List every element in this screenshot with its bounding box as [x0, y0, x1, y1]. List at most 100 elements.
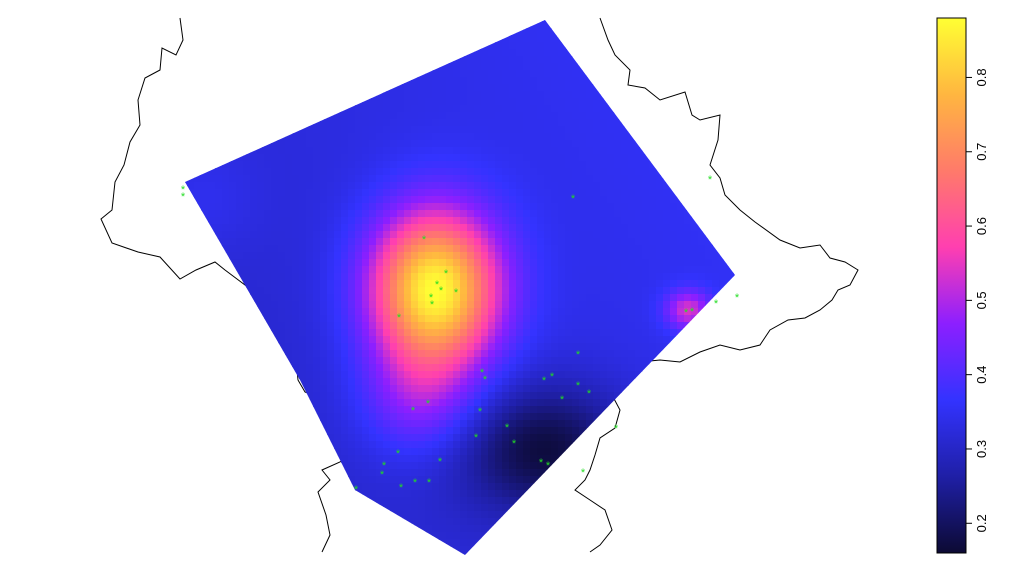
- heat-cell: [383, 63, 391, 71]
- heat-cell: [187, 105, 195, 113]
- heat-cell: [418, 77, 426, 85]
- heat-cell: [285, 385, 293, 393]
- heat-cell: [185, 385, 188, 393]
- heat-cell: [467, 371, 475, 379]
- heat-cell: [453, 357, 461, 365]
- heat-cell: [516, 35, 524, 43]
- heat-cell: [397, 385, 405, 393]
- heat-cell: [551, 364, 559, 372]
- heat-cell: [215, 378, 223, 386]
- heat-cell: [264, 420, 272, 428]
- heat-cell: [733, 259, 735, 267]
- heat-cell: [635, 70, 643, 78]
- heat-cell: [544, 238, 552, 246]
- heat-cell: [201, 280, 209, 288]
- heat-cell: [516, 119, 524, 127]
- heat-cell: [229, 21, 237, 29]
- heat-cell: [572, 231, 580, 239]
- heat-cell: [236, 105, 244, 113]
- heat-cell: [236, 399, 244, 407]
- heat-cell: [250, 20, 258, 22]
- heat-cell: [642, 56, 650, 64]
- heat-cell: [404, 259, 412, 267]
- heat-cell: [201, 224, 209, 232]
- heat-cell: [425, 84, 433, 92]
- heat-cell: [691, 56, 699, 64]
- heat-cell: [383, 371, 391, 379]
- heat-cell: [292, 203, 300, 211]
- heat-cell: [474, 441, 482, 449]
- heat-cell: [341, 245, 349, 253]
- heat-cell: [201, 105, 209, 113]
- heat-cell: [684, 168, 692, 176]
- heat-cell: [726, 21, 734, 29]
- heat-cell: [719, 49, 727, 57]
- heat-cell: [621, 287, 629, 295]
- heat-cell: [355, 112, 363, 120]
- heat-cell: [544, 63, 552, 71]
- heat-cell: [705, 84, 713, 92]
- heat-cell: [698, 231, 706, 239]
- heat-cell: [621, 252, 629, 260]
- heat-cell: [383, 441, 391, 449]
- heat-cell: [509, 20, 517, 22]
- heat-cell: [243, 140, 251, 148]
- heat-cell: [362, 448, 370, 456]
- heat-cell: [299, 231, 307, 239]
- heat-cell: [299, 91, 307, 99]
- heat-cell: [684, 301, 692, 309]
- heat-cell: [257, 49, 265, 57]
- heat-cell: [726, 392, 734, 400]
- heat-cell: [579, 392, 587, 400]
- heat-cell: [411, 203, 419, 211]
- heat-cell: [376, 273, 384, 281]
- heat-cell: [663, 168, 671, 176]
- heat-cell: [390, 385, 398, 393]
- heat-cell: [488, 252, 496, 260]
- heat-cell: [635, 56, 643, 64]
- heat-cell: [334, 182, 342, 190]
- heat-cell: [341, 231, 349, 239]
- heat-cell: [243, 175, 251, 183]
- heat-cell: [369, 301, 377, 309]
- heat-cell: [544, 357, 552, 365]
- heat-cell: [390, 280, 398, 288]
- heat-cell: [201, 126, 209, 134]
- heat-cell: [271, 28, 279, 36]
- heat-cell: [432, 42, 440, 50]
- heat-cell: [502, 364, 510, 372]
- heat-cell: [677, 70, 685, 78]
- heat-cell: [635, 392, 643, 400]
- heat-cell: [215, 35, 223, 43]
- heat-cell: [516, 350, 524, 358]
- heat-cell: [467, 420, 475, 428]
- heat-cell: [222, 224, 230, 232]
- heat-cell: [733, 196, 735, 204]
- heat-cell: [677, 343, 685, 351]
- heat-cell: [691, 77, 699, 85]
- heat-cell: [299, 357, 307, 365]
- heat-cell: [348, 252, 356, 260]
- heat-cell: [306, 343, 314, 351]
- heat-cell: [208, 273, 216, 281]
- heat-cell: [621, 42, 629, 50]
- heat-cell: [369, 322, 377, 330]
- heat-cell: [481, 49, 489, 57]
- heat-cell: [663, 427, 671, 435]
- heat-cell: [712, 21, 720, 29]
- heat-cell: [208, 336, 216, 344]
- heat-cell: [481, 91, 489, 99]
- heat-cell: [285, 364, 293, 372]
- heat-cell: [201, 210, 209, 218]
- heat-cell: [264, 238, 272, 246]
- heat-cell: [467, 21, 475, 29]
- heat-cell: [243, 119, 251, 127]
- heat-cell: [390, 231, 398, 239]
- heat-cell: [551, 343, 559, 351]
- heat-cell: [362, 196, 370, 204]
- heat-cell: [502, 427, 510, 435]
- heat-cell: [285, 168, 293, 176]
- heat-cell: [418, 357, 426, 365]
- heat-cell: [726, 49, 734, 57]
- heat-cell: [327, 371, 335, 379]
